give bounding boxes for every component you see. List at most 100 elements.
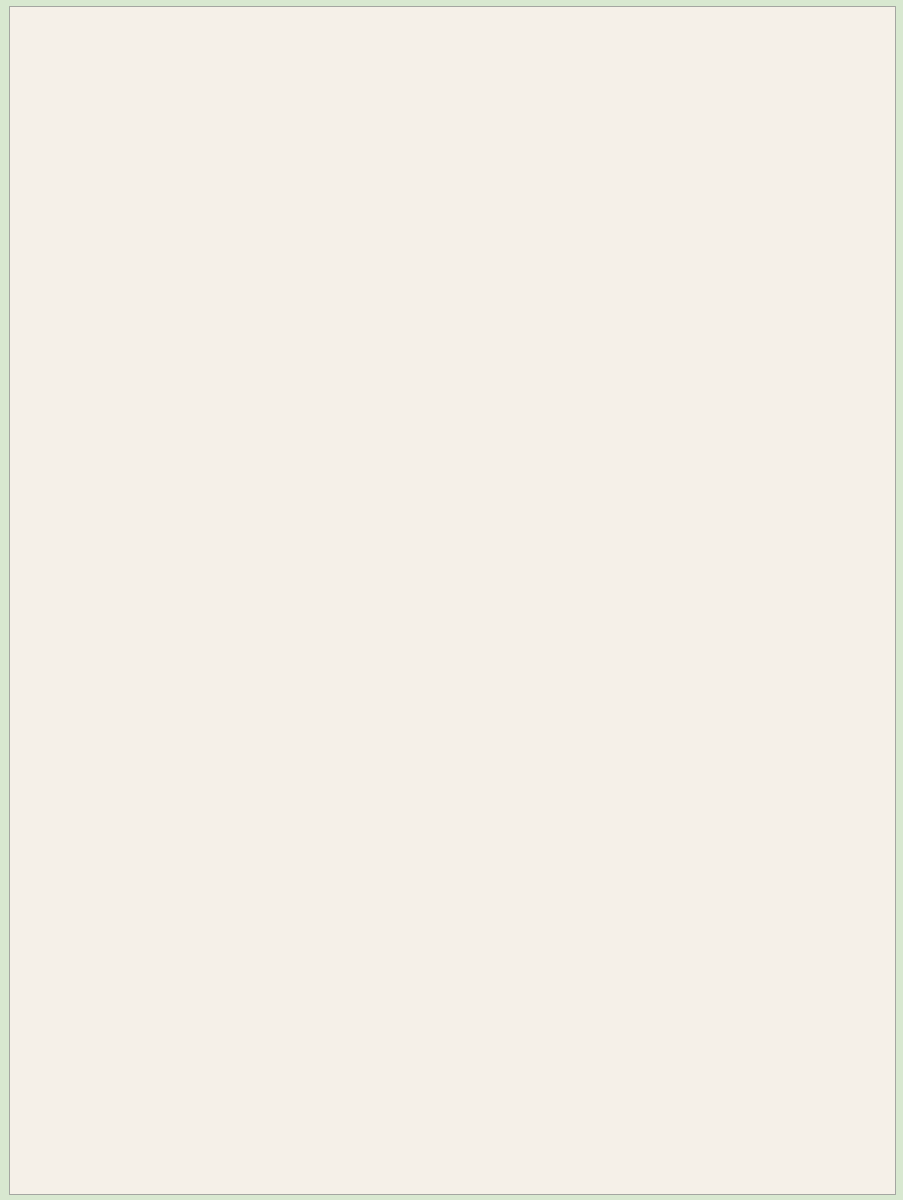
Text: 28.: 28. — [18, 420, 39, 433]
Text: 4): 4) — [695, 984, 712, 996]
Text: 2Ω: 2Ω — [298, 511, 308, 517]
Text: D: D — [348, 646, 353, 655]
Text: Find current in the branch CD of the circuit: Find current in the branch CD of the cir… — [63, 578, 316, 590]
Bar — [217, 634, 370, 722]
Text: Two bulbs of 500 watt and 200 watt are
manufactured to operate on 220 volt line.: Two bulbs of 500 watt and 200 watt are m… — [497, 1084, 770, 1111]
Text: 3Ω: 3Ω — [248, 302, 258, 308]
Text: 1) 6V: 1) 6V — [63, 144, 95, 157]
Text: 6V: 6V — [370, 511, 379, 517]
Text: 1) 2:1: 1) 2:1 — [497, 696, 532, 709]
Text: 1) 15 A: 1) 15 A — [63, 606, 106, 619]
Text: r=1Ω: r=1Ω — [289, 41, 308, 47]
Text: 29.: 29. — [18, 578, 39, 590]
Text: 2) 1:2: 2) 1:2 — [650, 696, 685, 709]
Text: 2) 4V: 2) 4V — [63, 169, 95, 182]
Text: 2R: 2R — [772, 696, 783, 704]
Text: 4V: 4V — [203, 490, 212, 496]
Text: Three 60 W, 120 V light bulbs are connected
across a 120 V power source. If resi: Three 60 W, 120 V light bulbs are connec… — [497, 181, 789, 239]
Bar — [226, 464, 379, 548]
Bar — [217, 769, 361, 835]
Text: R: R — [551, 1000, 556, 1008]
Bar — [235, 294, 388, 372]
Text: 5R: 5R — [759, 1000, 768, 1008]
Text: 1): 1) — [479, 889, 490, 902]
Text: 4) Any of the above depending upon the relative
values of R₁ and R₂: 4) Any of the above depending upon the r… — [497, 610, 785, 637]
Text: 4) none: 4) none — [713, 155, 759, 168]
Text: 4) 3 V: 4) 3 V — [63, 356, 98, 370]
Text: 1) Decreases: 1) Decreases — [497, 526, 574, 539]
Text: E: E — [483, 918, 488, 926]
Bar — [479, 1001, 632, 1056]
Text: 3) 3 Ω: 3) 3 Ω — [63, 522, 99, 535]
Text: 2) B: 2) B — [63, 964, 88, 977]
Text: 3) 2V: 3) 2V — [63, 193, 95, 206]
Text: 31.: 31. — [18, 886, 39, 899]
Text: 2) 100 W bulb: 2) 100 W bulb — [713, 130, 796, 143]
Text: E: E — [711, 704, 716, 714]
Text: 4) none of these: 4) none of these — [63, 851, 160, 864]
Text: D: D — [313, 982, 319, 990]
Text: When electric bulbs of same power, but different
marked voltage are connected in: When electric bulbs of same power, but d… — [63, 1058, 362, 1192]
Text: A: A — [286, 942, 292, 952]
Text: 120V: 120V — [504, 337, 524, 347]
Text: 26.: 26. — [18, 50, 39, 64]
Text: 33.: 33. — [461, 50, 481, 64]
Text: 3Ω: 3Ω — [289, 840, 299, 846]
Text: What is the ratio of heat generated in R and 2R?: What is the ratio of heat generated in R… — [497, 665, 784, 678]
Text: 4) 5 Ω: 4) 5 Ω — [63, 547, 99, 559]
Text: R: R — [244, 473, 248, 479]
Text: 37.: 37. — [461, 767, 481, 780]
Text: 36.: 36. — [461, 665, 481, 678]
Text: C: C — [232, 982, 237, 990]
Text: 4Ω: 4Ω — [298, 473, 308, 479]
Text: 2Ω  A  2Ω: 2Ω A 2Ω — [235, 634, 268, 640]
Text: 3) 2 V: 3) 2 V — [63, 332, 98, 346]
Bar — [542, 308, 740, 370]
Text: E: E — [700, 1013, 704, 1021]
Text: 4) D: 4) D — [63, 1013, 88, 1026]
Text: 3) 10 A: 3) 10 A — [63, 654, 106, 667]
Bar — [479, 906, 632, 961]
Text: 3) (1/2) A: 3) (1/2) A — [63, 827, 119, 840]
Text: 3): 3) — [479, 984, 490, 996]
Text: 3) C: 3) C — [63, 988, 88, 1001]
Text: 10V: 10V — [199, 966, 212, 972]
Text: 3) Remains the same: 3) Remains the same — [497, 581, 622, 594]
Text: 2Ω: 2Ω — [271, 670, 281, 676]
Bar — [244, 44, 406, 139]
Text: 4) 1:4: 4) 1:4 — [650, 720, 685, 733]
Text: RΩ: RΩ — [542, 905, 553, 913]
Text: 2) 1.5 V: 2) 1.5 V — [63, 308, 109, 320]
Text: 2) 35: 2) 35 — [63, 630, 94, 643]
Text: 3Ω: 3Ω — [235, 670, 245, 676]
Bar — [695, 1001, 849, 1056]
Text: 2) Increases: 2) Increases — [497, 553, 569, 566]
Text: 30.: 30. — [18, 725, 39, 738]
Text: 1) A: 1) A — [63, 940, 87, 952]
Text: 3) 40 W: 3) 40 W — [497, 308, 543, 322]
Text: In the circuit shown below, the cell has an e.m.f
of 10V and internal resistance: In the circuit shown below, the cell has… — [63, 50, 346, 108]
Text: 9V  2Ω  5V: 9V 2Ω 5V — [235, 782, 272, 788]
Bar — [700, 682, 871, 737]
Text: 2) 20 W: 2) 20 W — [713, 283, 759, 296]
Bar — [217, 941, 352, 1014]
Text: 34.: 34. — [461, 181, 481, 194]
Text: 2): 2) — [695, 889, 707, 902]
Text: 1) 1 V: 1) 1 V — [63, 283, 98, 296]
Text: 27.: 27. — [18, 256, 39, 269]
Text: E: E — [483, 1013, 488, 1021]
Text: 30V: 30V — [253, 721, 266, 727]
Text: R: R — [831, 696, 836, 704]
Text: 4) -2V: 4) -2V — [63, 218, 99, 230]
Text: 2Ω  B  4Ω: 2Ω B 4Ω — [257, 110, 293, 119]
Text: For what value of R in circuit, current through 4 Ω
resistance is zero?: For what value of R in circuit, current … — [63, 420, 357, 448]
Text: 1) (1/4) A: 1) (1/4) A — [63, 778, 119, 791]
Text: 35.: 35. — [461, 426, 481, 439]
Text: 32.: 32. — [18, 1058, 39, 1072]
Text: B: B — [352, 799, 357, 805]
Text: 1) 180 W: 1) 180 W — [497, 283, 550, 296]
Text: 4V  4V: 4V 4V — [235, 816, 257, 822]
Text: RΩ: RΩ — [587, 905, 598, 913]
Text: 4Ω  A  2Ω: 4Ω A 2Ω — [257, 82, 293, 90]
Text: 3) both bulbs: 3) both bulbs — [497, 155, 575, 168]
